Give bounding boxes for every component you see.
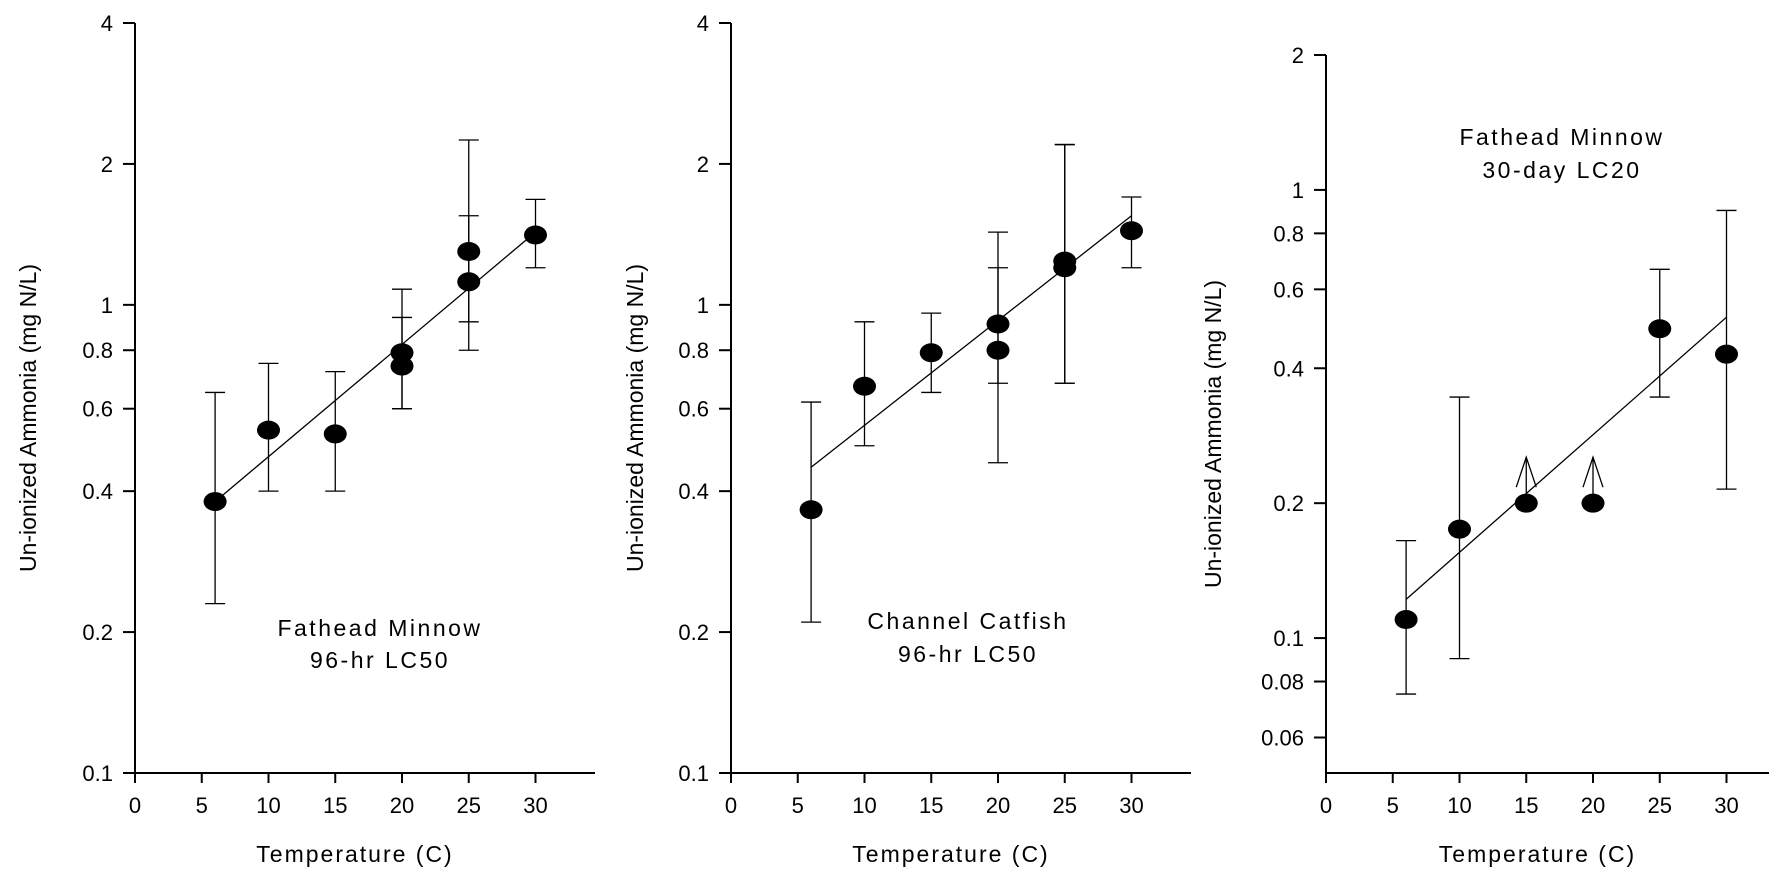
regression-line	[214, 231, 536, 503]
y-tick-label: 0.4	[82, 479, 113, 504]
panel-title-line: Fathead Minnow	[277, 615, 482, 641]
y-tick-label: 0.6	[82, 397, 113, 422]
data-point	[1514, 493, 1538, 513]
y-tick-label: 0.1	[82, 761, 113, 786]
x-tick-label: 15	[323, 793, 347, 818]
data-point	[1715, 344, 1738, 364]
y-tick-label: 1	[697, 293, 709, 318]
x-tick-label: 20	[986, 793, 1010, 818]
y-tick-label: 0.4	[678, 479, 709, 504]
x-tick-label: 10	[256, 793, 280, 818]
data-point	[799, 500, 823, 520]
data-point	[257, 420, 280, 440]
y-tick-label: 0.2	[82, 620, 113, 645]
y-tick-label: 2	[697, 152, 709, 177]
x-tick-label: 5	[792, 793, 804, 818]
data-point	[323, 424, 347, 444]
y-tick-label: 0.4	[1273, 356, 1304, 381]
y-tick-label: 1	[1292, 178, 1304, 203]
y-tick-label: 0.8	[82, 338, 113, 363]
data-point	[986, 340, 1010, 360]
panel-title-line: 30-day LC20	[1482, 157, 1641, 183]
data-point	[1581, 493, 1605, 513]
y-tick-label: 0.2	[678, 620, 709, 645]
y-axis-title: Un-ionized Ammonia (mg N/L)	[1200, 280, 1226, 588]
panel-title-line: Channel Catfish	[867, 608, 1068, 634]
data-point	[1648, 319, 1672, 339]
data-point	[1448, 519, 1471, 539]
x-tick-label: 25	[1648, 793, 1672, 818]
x-tick-label: 0	[1320, 793, 1332, 818]
x-tick-label: 25	[1053, 793, 1077, 818]
y-tick-label: 4	[697, 11, 709, 36]
data-point	[457, 272, 481, 292]
data-point	[203, 492, 227, 512]
x-tick-label: 20	[390, 793, 414, 818]
panel-title-line: 96-hr LC50	[310, 647, 450, 673]
y-tick-label: 0.1	[678, 761, 709, 786]
y-tick-label: 2	[1292, 43, 1304, 68]
data-point	[390, 356, 414, 376]
y-tick-label: 1	[101, 293, 113, 318]
x-tick-label: 5	[196, 793, 208, 818]
x-tick-label: 30	[1119, 793, 1143, 818]
arrow-up-head	[1582, 455, 1604, 488]
regression-line	[1405, 316, 1727, 600]
y-tick-label: 0.6	[1273, 277, 1304, 302]
x-tick-label: 30	[1714, 793, 1738, 818]
panel-title-line: Fathead Minnow	[1459, 124, 1664, 150]
chart-panel-2: 0.1 0.2 0.4 0.6 0.8 1 2 4 0 5 10 15 20 25 30 Temperatur…	[622, 11, 1191, 867]
x-tick-label: 25	[457, 793, 481, 818]
y-tick-label: 2	[101, 152, 113, 177]
x-tick-label: 0	[129, 793, 141, 818]
x-axis-title: Temperature (C)	[256, 841, 453, 867]
x-tick-label: 15	[1514, 793, 1538, 818]
x-tick-label: 5	[1387, 793, 1399, 818]
x-tick-label: 15	[919, 793, 943, 818]
y-tick-label: 0.8	[1273, 221, 1304, 246]
y-tick-label: 0.8	[678, 338, 709, 363]
chart-panel-1: 0.1 0.2 0.4 0.6 0.8 1 2 4 0 5 10 15 20 25 30 Temperatur…	[15, 11, 595, 867]
y-tick-label: 0.1	[1273, 626, 1304, 651]
y-tick-label: 0.6	[678, 397, 709, 422]
x-tick-label: 10	[852, 793, 876, 818]
panel-title-line: 96-hr LC50	[898, 641, 1038, 667]
data-point	[1394, 610, 1418, 630]
data-point	[853, 376, 876, 396]
x-axis-title: Temperature (C)	[1439, 841, 1636, 867]
regression-line	[810, 215, 1132, 468]
y-tick-label: 0.06	[1261, 726, 1304, 751]
data-point	[524, 225, 547, 245]
x-tick-label: 20	[1581, 793, 1605, 818]
arrow-up-head	[1515, 455, 1537, 488]
data-point	[1053, 258, 1077, 278]
x-axis-title: Temperature (C)	[852, 841, 1049, 867]
data-point	[1120, 221, 1143, 241]
y-axis-title: Un-ionized Ammonia (mg N/L)	[622, 264, 648, 572]
y-axis-title: Un-ionized Ammonia (mg N/L)	[15, 264, 41, 572]
x-tick-label: 30	[523, 793, 547, 818]
x-tick-label: 10	[1447, 793, 1471, 818]
y-tick-label: 0.2	[1273, 491, 1304, 516]
x-tick-label: 0	[725, 793, 737, 818]
data-point	[919, 343, 943, 363]
y-tick-label: 0.08	[1261, 670, 1304, 695]
y-tick-label: 4	[101, 11, 113, 36]
